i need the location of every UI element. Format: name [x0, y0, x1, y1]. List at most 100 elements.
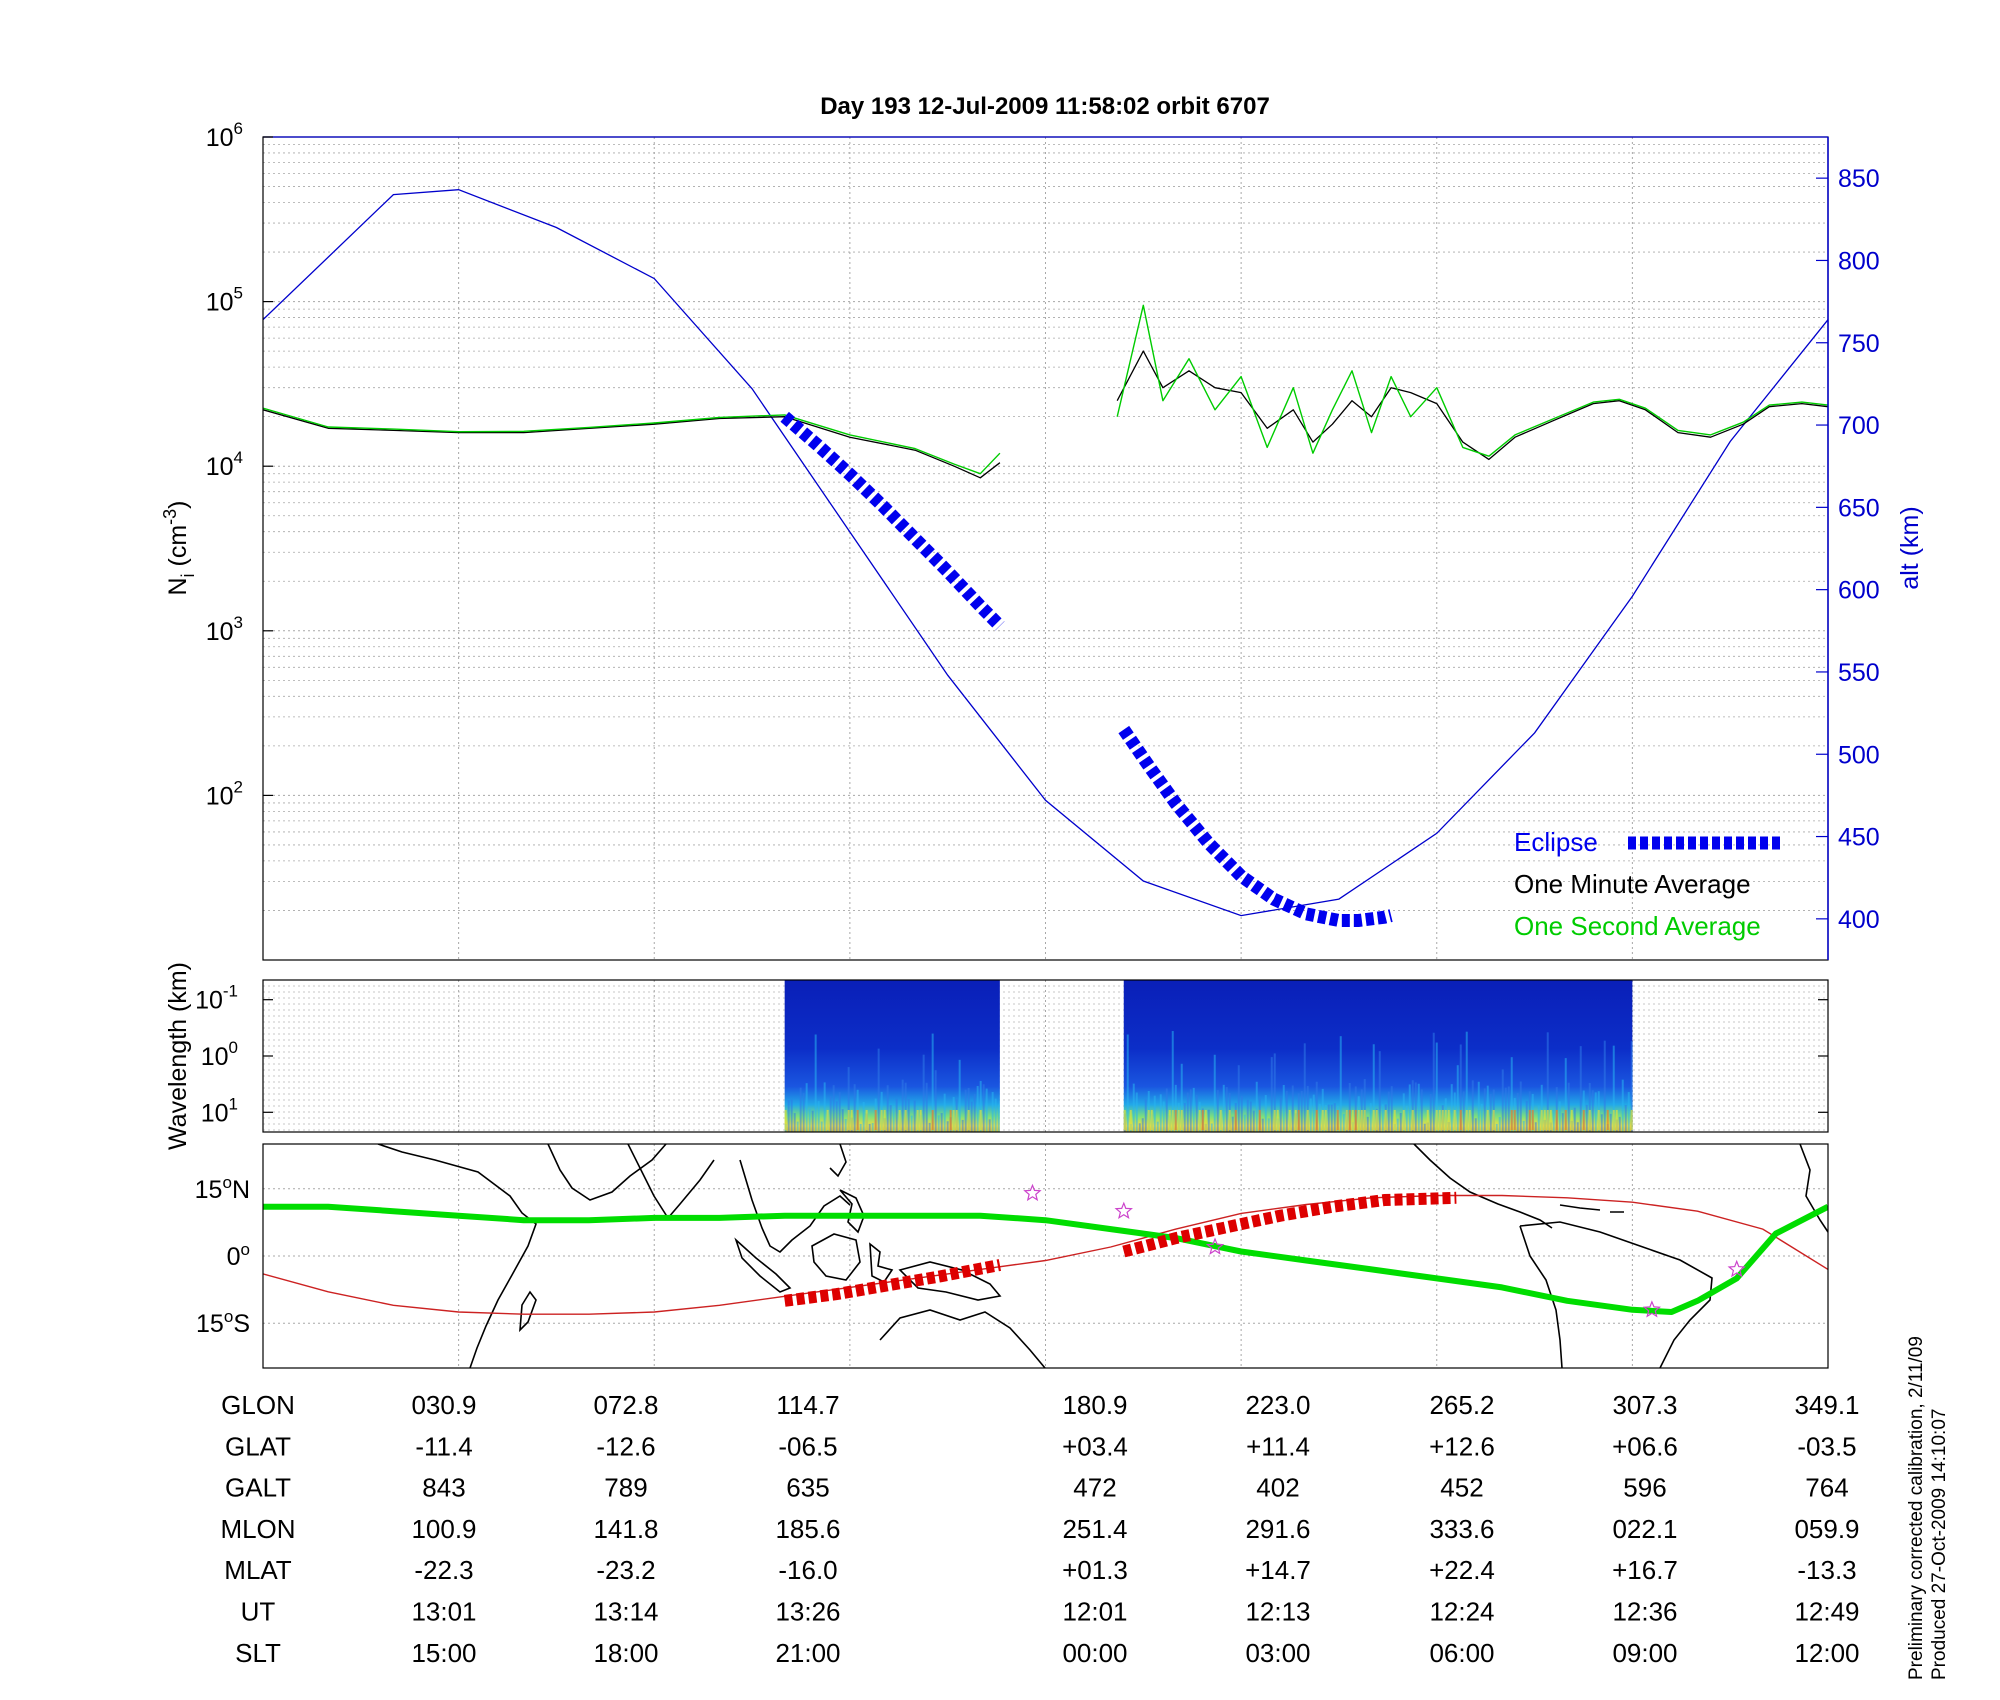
star-marker — [1727, 1259, 1746, 1278]
spectrogram-hotspot — [1543, 1110, 1546, 1130]
spectrogram-streak — [1216, 1090, 1219, 1132]
table-cell: 059.9 — [1794, 1514, 1859, 1544]
spectrogram-streak — [1630, 1041, 1633, 1132]
spectrogram-streak — [802, 1093, 805, 1132]
spectrogram-streak — [1585, 1104, 1588, 1132]
spectrogram-streak — [1507, 1086, 1510, 1132]
star-marker — [1642, 1300, 1662, 1318]
spectrogram-streak — [1522, 1120, 1525, 1132]
spectrogram-streak — [1459, 1044, 1462, 1132]
spectrogram-streak — [1465, 1031, 1468, 1132]
spectrogram-streak — [967, 1087, 970, 1132]
spectrogram-tick-label: 101 — [201, 1094, 238, 1127]
spectrogram-hotspot — [1150, 1110, 1153, 1130]
right-axis-ticks: 400 450 500 550 600 650 700 750 800 850 — [1816, 165, 1880, 934]
table-cell: 180.9 — [1062, 1390, 1127, 1420]
spectrogram-tick-base: 10 — [201, 1099, 229, 1127]
spectrogram-hotspot — [1276, 1110, 1279, 1130]
spectrogram-hotspot — [1492, 1110, 1495, 1130]
left-tick-base: 10 — [206, 124, 234, 152]
left-tick-label: 105 — [206, 284, 243, 317]
spectrogram-streak — [871, 1123, 874, 1132]
spectrogram-hotspot — [1345, 1110, 1348, 1130]
spectrogram-streak — [1273, 1053, 1276, 1132]
spectrogram-streak — [1618, 1116, 1621, 1132]
spectrogram-streak — [1408, 1084, 1411, 1132]
spectrogram-streak — [1504, 1087, 1507, 1132]
spectrogram-streak — [1255, 1081, 1258, 1132]
spectrogram-hotspot — [1531, 1110, 1534, 1130]
altitude-series-line — [263, 189, 1828, 917]
spectrogram-streak — [1603, 1040, 1606, 1132]
spectrogram-streak — [1333, 1103, 1336, 1132]
spectrogram-streak — [922, 1054, 925, 1132]
table-cell: 789 — [604, 1473, 647, 1503]
table-row-label: MLON — [220, 1514, 295, 1544]
right-tick-label: 750 — [1838, 330, 1880, 358]
spectrogram-streak — [1186, 1092, 1189, 1132]
map-tick-label: 15oS — [196, 1307, 250, 1338]
spectrogram-streak — [1306, 1085, 1309, 1132]
spectrogram-streak — [976, 1085, 979, 1132]
spectrogram-hotspot — [847, 1110, 850, 1130]
map-series-layer — [263, 1183, 1828, 1318]
spectrogram-hotspot — [1258, 1110, 1261, 1130]
spectrogram-hotspot — [1147, 1110, 1150, 1130]
coastline-caribbean — [1559, 1204, 1624, 1213]
spectrogram-blocks — [784, 980, 1633, 1132]
spectrogram-streak — [829, 1096, 832, 1132]
spectrogram-hotspot — [1513, 1110, 1516, 1130]
eclipse-segment — [1118, 725, 1393, 927]
spectrogram-hotspot — [1360, 1110, 1363, 1130]
ni-label-main: N — [164, 577, 192, 595]
table-cell: -16.0 — [778, 1555, 837, 1585]
spectrogram-hotspot — [1444, 1110, 1447, 1130]
spectrogram-streak — [892, 1106, 895, 1132]
table-cell: +06.6 — [1612, 1431, 1678, 1461]
spectrogram-streak — [1162, 1101, 1165, 1132]
spectrogram-hotspot — [1564, 1110, 1567, 1130]
spectrogram-streak — [937, 1115, 940, 1132]
spectrogram-streak — [1156, 1121, 1159, 1132]
spectrogram-streak — [1588, 1082, 1591, 1132]
left-tick-base: 10 — [206, 289, 234, 317]
spectrogram-streak — [1432, 1032, 1435, 1132]
chart-title: Day 193 12-Jul-2009 11:58:02 orbit 6707 — [820, 93, 1270, 120]
spectrogram-streak — [1381, 1104, 1384, 1132]
spectrogram-streak — [1435, 1042, 1438, 1132]
spectrogram-streak — [934, 1070, 937, 1132]
top-series-layer — [263, 189, 1828, 927]
table-cell: 18:00 — [593, 1638, 658, 1668]
star-marker — [1023, 1183, 1042, 1202]
spectrogram-streak — [1537, 1105, 1540, 1132]
spectrogram-streak — [982, 1084, 985, 1132]
table-cell: -23.2 — [596, 1555, 655, 1585]
table-cell: 072.8 — [593, 1390, 658, 1420]
spectrogram-hotspot — [1570, 1110, 1573, 1130]
coastline-greenland — [1799, 1144, 1828, 1233]
spectrogram-streak — [1525, 1100, 1528, 1132]
spectrogram-streak — [910, 1115, 913, 1132]
spectrogram-gridlines — [263, 980, 1829, 1132]
spectrogram-streak — [1132, 1083, 1135, 1132]
spectrogram-streak — [1363, 1079, 1366, 1132]
table-cell: 141.8 — [593, 1514, 658, 1544]
spectrogram-streak — [1486, 1085, 1489, 1132]
coastline-sulawesi — [869, 1242, 894, 1284]
spectrogram-streak — [1171, 1031, 1174, 1132]
spectrogram-streak — [1483, 1088, 1486, 1132]
spectrogram-streak — [1516, 1092, 1519, 1132]
table-cell: -22.3 — [414, 1555, 473, 1585]
one-second-average-line — [263, 407, 1001, 475]
table-cell: 13:01 — [411, 1597, 476, 1627]
spectrogram-streak — [1225, 1087, 1228, 1132]
right-tick-label: 850 — [1838, 165, 1880, 193]
spectrogram-streak — [1195, 1094, 1198, 1132]
spectrogram-streak — [988, 1119, 991, 1132]
left-tick-exponent: 5 — [234, 284, 243, 303]
spectrogram-hotspot — [1630, 1110, 1633, 1130]
spectrogram-streak — [1237, 1065, 1240, 1132]
spectrogram-streak — [1249, 1101, 1252, 1132]
